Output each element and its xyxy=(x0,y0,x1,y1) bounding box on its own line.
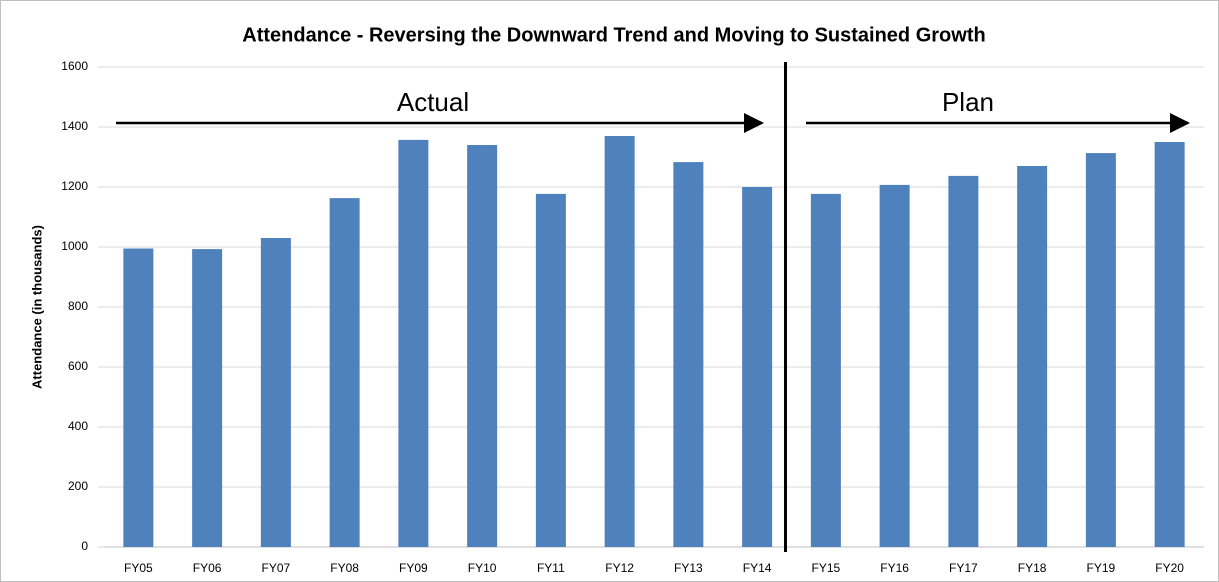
bar xyxy=(398,139,429,547)
x-tick-label: FY17 xyxy=(949,561,978,575)
bar xyxy=(1154,142,1185,547)
x-tick-label: FY10 xyxy=(468,561,497,575)
annotation: Plan xyxy=(942,87,994,117)
x-tick-label: FY14 xyxy=(743,561,772,575)
x-tick-label: FY08 xyxy=(330,561,359,575)
annotation: Actual xyxy=(397,87,469,117)
x-tick-label: FY07 xyxy=(262,561,291,575)
y-axis-label: Attendance (in thousands) xyxy=(29,225,44,389)
bar xyxy=(604,136,635,547)
bar xyxy=(879,184,910,547)
bar xyxy=(1085,153,1116,547)
y-tick-label: 1000 xyxy=(61,239,88,253)
x-tick-label: FY18 xyxy=(1018,561,1047,575)
x-tick-label: FY15 xyxy=(812,561,841,575)
bar xyxy=(948,175,979,547)
y-tick-label: 1400 xyxy=(61,119,88,133)
bar xyxy=(123,248,154,547)
chart-title: Attendance - Reversing the Downward Tren… xyxy=(242,24,985,46)
bar xyxy=(742,187,773,547)
bar xyxy=(260,238,291,547)
x-tick-label: FY11 xyxy=(537,561,565,575)
bar xyxy=(467,145,498,547)
x-tick-label: FY06 xyxy=(193,561,222,575)
bar xyxy=(192,249,223,547)
x-tick-label: FY16 xyxy=(880,561,909,575)
bar xyxy=(673,162,704,547)
x-tick-label: FY12 xyxy=(605,561,634,575)
y-tick-label: 200 xyxy=(68,479,88,493)
bar xyxy=(810,193,841,547)
x-tick-label: FY05 xyxy=(124,561,153,575)
bar xyxy=(1017,166,1048,547)
y-tick-label: 1200 xyxy=(61,179,88,193)
y-tick-label: 600 xyxy=(68,359,88,373)
y-tick-label: 400 xyxy=(68,419,88,433)
y-tick-label: 1600 xyxy=(61,59,88,73)
x-tick-label: FY13 xyxy=(674,561,703,575)
bar xyxy=(535,193,566,547)
y-tick-label: 0 xyxy=(81,539,88,553)
x-tick-label: FY19 xyxy=(1087,561,1116,575)
y-tick-label: 800 xyxy=(68,299,88,313)
bar xyxy=(329,198,360,547)
x-tick-label: FY20 xyxy=(1155,561,1184,575)
x-tick-label: FY09 xyxy=(399,561,428,575)
